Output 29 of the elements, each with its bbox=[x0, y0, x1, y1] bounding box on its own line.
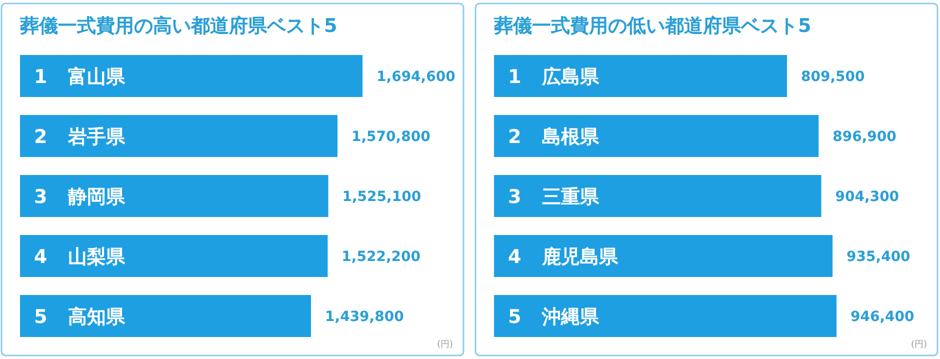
data-label: 1,694,600 bbox=[376, 69, 456, 85]
y-tick-label: 3 静岡県 bbox=[34, 186, 126, 208]
data-label: 1,439,800 bbox=[325, 309, 404, 325]
y-tick-label: 2 島根県 bbox=[508, 126, 600, 148]
data-label: 1,525,100 bbox=[342, 189, 422, 205]
data-label: 946,400 bbox=[850, 309, 915, 325]
bar bbox=[20, 175, 328, 217]
bar bbox=[20, 235, 328, 277]
bar bbox=[20, 115, 338, 157]
bar bbox=[20, 295, 312, 337]
bar bbox=[20, 55, 363, 97]
data-label: 904,300 bbox=[835, 189, 900, 205]
data-label: 1,570,800 bbox=[351, 129, 431, 145]
data-label: 1,522,200 bbox=[342, 249, 421, 265]
chart-title: 葬儀一式費用の低い都道府県ベスト5 bbox=[493, 15, 812, 37]
y-tick-label: 4 鹿児島県 bbox=[508, 246, 619, 268]
y-tick-label: 5 高知県 bbox=[34, 306, 126, 328]
y-tick-label: 2 岩手県 bbox=[34, 126, 126, 148]
text: (円) bbox=[436, 340, 453, 350]
data-label: 809,500 bbox=[800, 69, 865, 85]
y-tick-label: 1 広島県 bbox=[508, 66, 600, 88]
data-label: 896,900 bbox=[832, 129, 897, 145]
y-tick-label: 1 富山県 bbox=[34, 66, 126, 88]
chart-title: 葬儀一式費用の高い都道府県ベスト5 bbox=[19, 15, 338, 37]
y-tick-label: 5 沖縄県 bbox=[508, 306, 600, 328]
data-label: 935,400 bbox=[846, 249, 911, 265]
y-tick-label: 4 山梨県 bbox=[34, 246, 126, 268]
y-tick-label: 3 三重県 bbox=[508, 186, 600, 208]
text: (円) bbox=[910, 340, 927, 350]
